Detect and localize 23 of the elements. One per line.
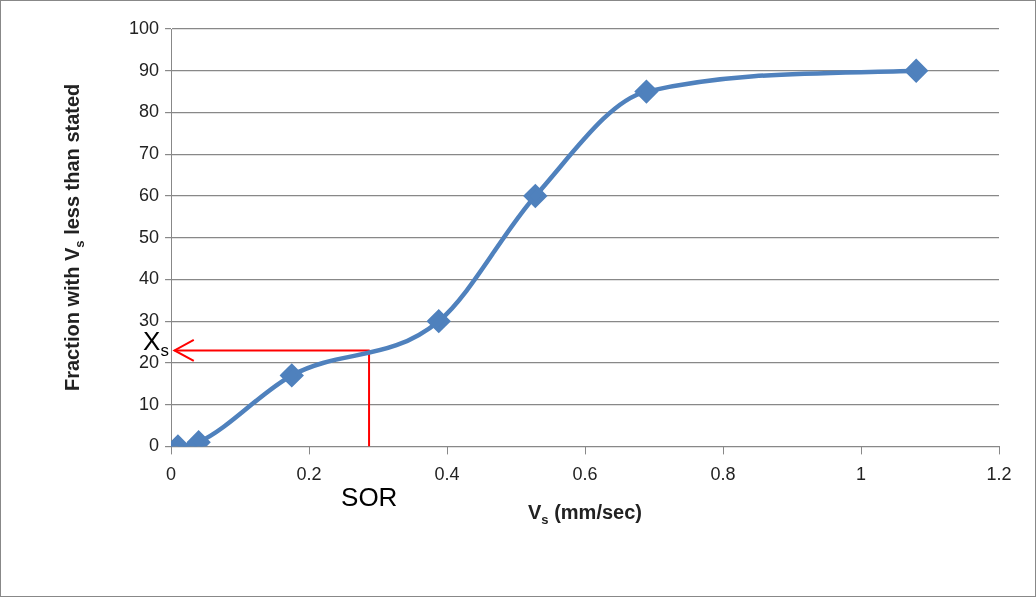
y-tick-label: 40 (139, 268, 160, 289)
x-axis-title: V$_{s}$ (mm/sec) (528, 501, 642, 528)
x-tick-label: 0 (166, 464, 177, 485)
y-tick-label: 0 (149, 435, 160, 456)
y-tick-label: 30 (139, 310, 160, 331)
y-tick-label: 100 (128, 17, 160, 38)
x-tick-label: 0.2 (296, 464, 322, 485)
x-tick-label: 1 (856, 464, 867, 485)
x-tick-label: 0.6 (572, 464, 598, 485)
y-tick-label: 80 (139, 101, 160, 122)
y-tick-label: 70 (139, 143, 160, 164)
y-tick-label: 90 (139, 59, 160, 80)
point (904, 59, 928, 82)
y-tick-label: 10 (139, 393, 160, 414)
x-tick-label: 0.4 (434, 464, 460, 485)
x-tick-label: 0.8 (710, 464, 736, 485)
y-tick-label: 60 (139, 184, 160, 205)
x-tick-label: 1.2 (986, 464, 1012, 485)
annotation: SOR (341, 482, 398, 514)
point (524, 184, 547, 208)
point (635, 80, 658, 103)
y-tick-label: 50 (139, 226, 160, 247)
y-tick-label: 20 (139, 351, 160, 372)
